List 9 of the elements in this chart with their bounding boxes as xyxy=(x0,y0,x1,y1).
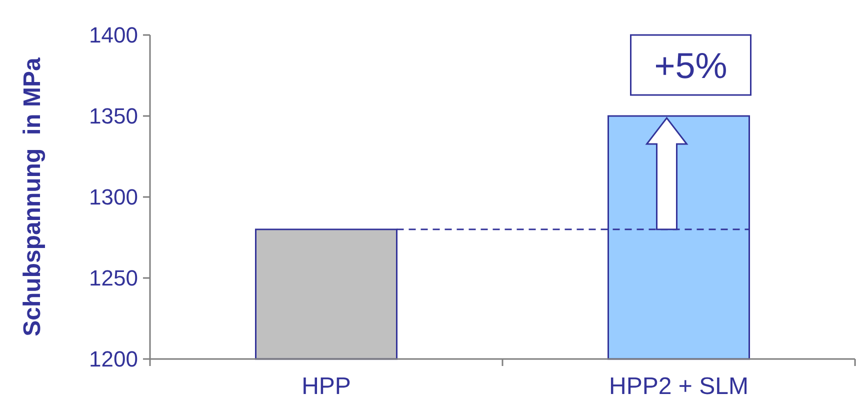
y-tick-label: 1200 xyxy=(89,346,138,372)
y-axis-title: Schubspannung in MPa xyxy=(19,57,46,336)
y-tick-label: 1400 xyxy=(89,22,138,48)
y-tick-label: 1250 xyxy=(89,266,138,291)
y-tick-label: 1300 xyxy=(89,184,138,210)
y-tick-label: 1350 xyxy=(89,104,138,129)
x-tick-label: HPP xyxy=(302,373,351,400)
x-tick-label: HPP2 + SLM xyxy=(609,373,748,400)
annotation: +5% xyxy=(654,45,728,86)
